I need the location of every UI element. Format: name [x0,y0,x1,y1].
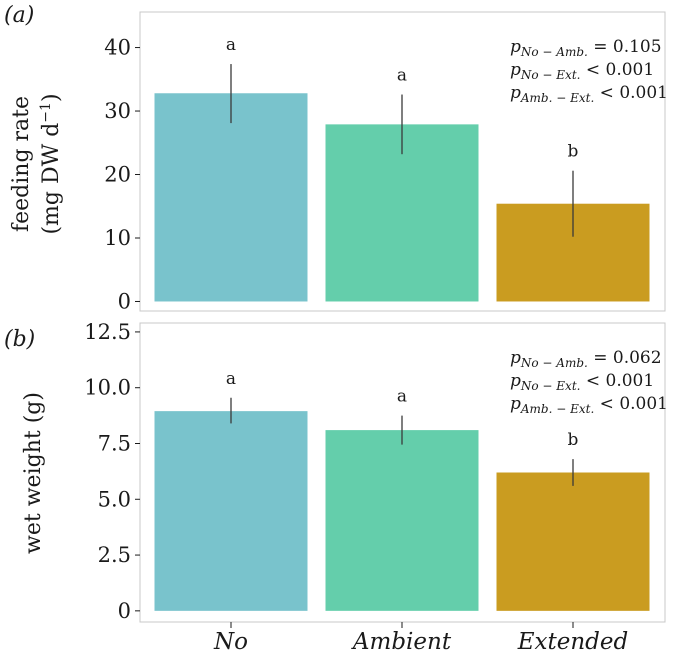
p-symbol: p [510,394,521,414]
y-axis-title-line1: feeding rate [9,96,34,232]
x-category-label: No [213,629,248,655]
p-value: < 0.001 [580,371,654,391]
bar-no [154,411,308,611]
p-value-annotation: pAmb. − Ext. < 0.001 [510,83,668,105]
p-subscript: No − Ext. [520,379,581,393]
p-subscript: No − Amb. [520,356,588,370]
p-symbol: p [510,37,521,57]
y-tick-label: 20 [104,163,131,187]
y-axis-title-text: wet weight (g) [21,392,46,554]
x-category-label: Extended [517,629,629,655]
p-subscript: Amb. − Ext. [520,91,594,105]
p-value: < 0.001 [580,60,654,80]
y-tick-label: 0 [118,289,131,313]
p-symbol: p [510,371,521,391]
p-value-annotation: pNo − Ext. < 0.001 [510,371,654,393]
y-tick-label: 40 [104,36,131,60]
significance-letter: b [568,142,579,162]
panel-label: (a) [4,3,34,28]
y-tick-label: 2.5 [98,543,131,567]
significance-letter: a [397,66,407,86]
p-subscript: No − Amb. [520,45,588,59]
p-value: = 0.062 [588,348,662,368]
y-tick-label: 10 [104,226,131,250]
y-tick-label: 0 [118,599,131,623]
p-subscript: No − Ext. [520,68,581,82]
significance-letter: a [226,369,236,389]
significance-letter: a [397,387,407,407]
bar-no [154,93,308,302]
y-axis-title: wet weight (g) [21,392,46,554]
y-axis-unit-close: ) [39,93,64,102]
x-category-label: Ambient [351,629,452,655]
y-tick-label: 30 [104,99,131,123]
p-value: < 0.001 [594,394,668,414]
p-value: < 0.001 [594,83,668,103]
y-axis-title: feeding rate (mg DW d−1) [9,93,64,234]
p-symbol: p [510,348,521,368]
bar-extended [496,472,650,611]
p-value-annotation: pAmb. − Ext. < 0.001 [510,394,668,416]
p-symbol: p [510,60,521,80]
p-symbol: p [510,83,521,103]
bar-ambient [325,430,479,611]
significance-letter: b [568,430,579,450]
y-tick-label: 10.0 [84,376,131,400]
p-value-annotation: pNo − Amb. = 0.062 [510,348,662,370]
p-value-annotation: pNo − Ext. < 0.001 [510,60,654,82]
p-subscript: Amb. − Ext. [520,402,594,416]
y-axis-unit-exponent: −1 [38,102,54,123]
p-value-annotation: pNo − Amb. = 0.105 [510,37,662,59]
y-axis-unit: (mg DW d [39,123,64,235]
panel-label: (b) [4,327,35,352]
y-tick-label: 5.0 [98,487,131,511]
significance-letter: a [226,35,236,55]
y-axis-title-line2: (mg DW d−1) [38,93,64,234]
p-value: = 0.105 [588,37,662,57]
y-tick-label: 12.5 [84,320,131,344]
y-tick-label: 7.5 [98,431,131,455]
plot-frame [139,11,666,312]
